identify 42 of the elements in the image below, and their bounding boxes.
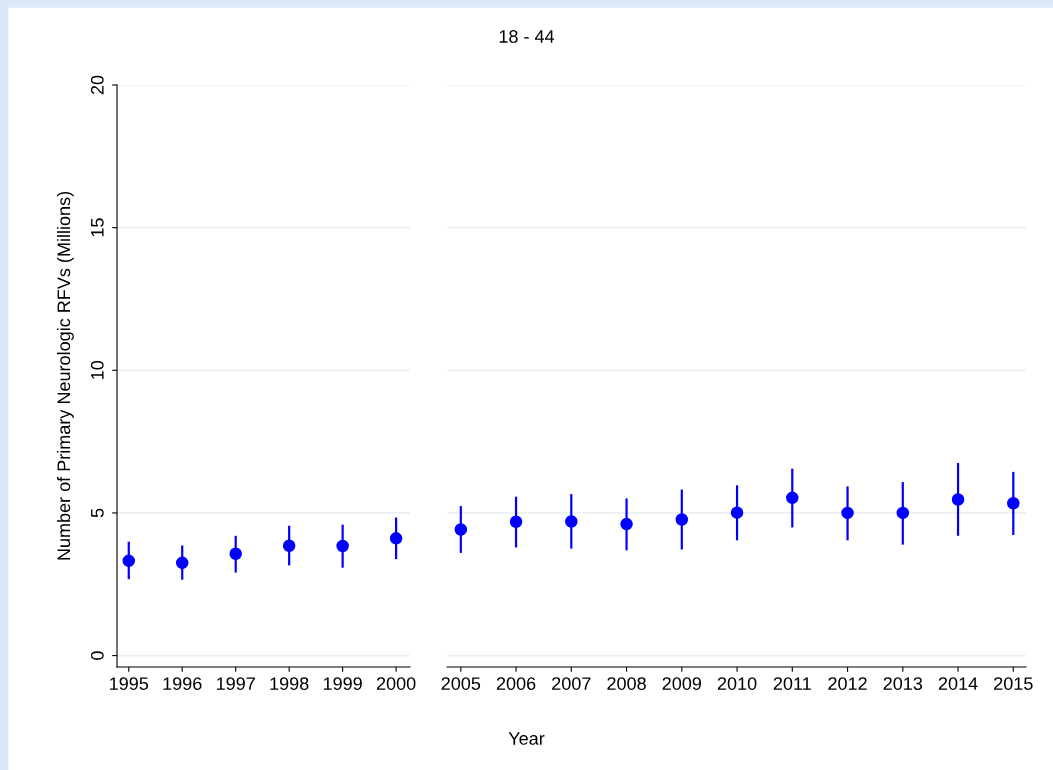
x-tick-label: 2013 [883, 677, 923, 690]
x-tick-label: 2015 [994, 677, 1033, 690]
point [730, 506, 744, 519]
point [620, 517, 633, 531]
point [896, 506, 910, 520]
x-tick-label: 2010 [717, 677, 757, 690]
y-tick-label: 0 [90, 651, 104, 660]
y-axis-title: Number of Primary Neurologic RFVs (Millions) [56, 192, 74, 560]
x-tick-label: 1996 [163, 677, 202, 690]
point [786, 491, 799, 505]
point [509, 515, 523, 529]
point [175, 556, 189, 570]
y-tick-label: 10 [90, 360, 104, 379]
point [565, 515, 578, 528]
y-tick-label: 20 [90, 75, 104, 95]
point [1007, 496, 1020, 510]
point [841, 506, 854, 520]
point [282, 539, 296, 553]
x-tick-label: 1998 [270, 677, 309, 690]
x-axis-title: Year [508, 732, 545, 745]
point [454, 523, 468, 536]
x-tick-label: 2014 [938, 677, 978, 690]
point [675, 513, 689, 526]
x-tick-label: 1995 [110, 677, 149, 690]
y-tick-label: 5 [91, 508, 104, 518]
x-tick-label: 2006 [496, 677, 536, 690]
x-tick-label: 1997 [216, 677, 255, 690]
x-tick-label: 2012 [828, 677, 867, 690]
point [229, 547, 242, 560]
point [389, 532, 403, 545]
point [336, 539, 349, 553]
x-tick-label: 2009 [662, 677, 702, 690]
point [122, 554, 136, 568]
x-tick-label: 2005 [441, 677, 481, 690]
x-tick-label: 2008 [607, 677, 646, 690]
x-tick-label: 1999 [323, 677, 362, 690]
point [951, 493, 965, 506]
y-tick-label: 15 [91, 218, 104, 237]
x-tick-label: 2007 [552, 677, 591, 690]
x-tick-label: 2000 [376, 677, 416, 690]
x-tick-label: 2011 [773, 677, 811, 690]
chart-title: 18 - 44 [499, 30, 555, 43]
